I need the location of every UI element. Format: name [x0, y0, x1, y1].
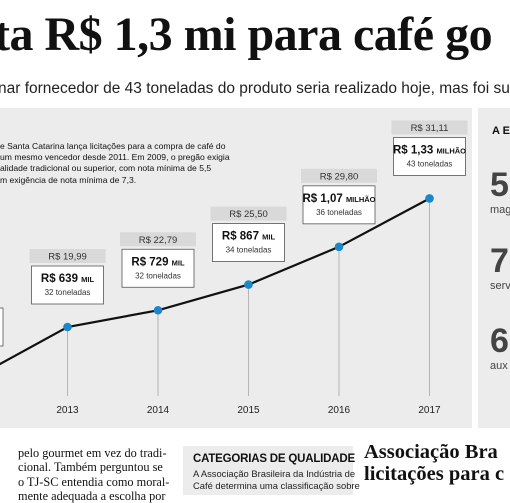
- value-label: R$ 639 MIL: [41, 273, 95, 285]
- right-headline-line: licitações para c: [364, 463, 505, 485]
- value-box: [393, 137, 466, 176]
- value-label: R$ 1,07 MILHÃO: [302, 193, 375, 205]
- price-tag: [301, 168, 377, 183]
- value-label: R$ 1,33 MILHÃO: [393, 144, 466, 156]
- price-tag: [210, 206, 287, 221]
- value-label: R$ 867 MIL: [222, 231, 276, 243]
- data-point: [63, 322, 72, 332]
- tons-label: 43 toneladas: [407, 159, 453, 168]
- article-line: pelo gourmet em vez do tradi-: [18, 446, 167, 460]
- data-point: [244, 280, 253, 289]
- categories-text: A Associação Brasileira da Indústria de …: [193, 468, 360, 492]
- price-label: R$ 29,80: [320, 171, 359, 182]
- categories-title: CATEGORIAS DE QUALIDADE: [193, 453, 355, 465]
- article-column: pelo gourmet em vez do tradi- cional. Ta…: [18, 446, 190, 503]
- subheadline: nar fornecedor de 43 toneladas do produt…: [0, 80, 510, 97]
- price-tag: [29, 249, 106, 263]
- price-label: R$ 31,11: [411, 123, 449, 134]
- tons-label: 32 toneladas: [135, 271, 181, 280]
- tons-label: 32 toneladas: [45, 288, 91, 297]
- side-stat-label: mag: [490, 204, 510, 216]
- value-box: [212, 223, 285, 262]
- side-stat-label: serv: [490, 280, 510, 292]
- side-stat-value: 7: [490, 242, 509, 280]
- value-label: R$ 729 MIL: [131, 256, 185, 268]
- intro-line: alidade tradicional ou superior, com not…: [0, 163, 212, 174]
- article-line: o TJ-SC entendia como moral-: [18, 474, 170, 489]
- tons-label: 34 toneladas: [226, 246, 272, 255]
- headline: ta R$ 1,3 mi para café go: [0, 8, 493, 61]
- chart-intro: e Santa Catarina lança licitações para a…: [0, 141, 262, 186]
- side-title: A ES: [492, 125, 510, 137]
- intro-line: m exigência de nota mínima de 7,3.: [0, 174, 137, 185]
- value-box: [121, 248, 195, 288]
- data-point: [153, 305, 163, 315]
- price-line-chart: 2013 2014 2015 2016 2017 R$ 19,99 R$ 639 MIL 32…: [0, 120, 468, 416]
- data-point: [334, 242, 344, 252]
- value-box: [31, 265, 104, 305]
- x-tick-label: 2013: [56, 405, 79, 416]
- right-headline-line: Associação Bra: [364, 441, 498, 463]
- side-panel: A ES 5 mag 7 serv 6 aux: [478, 108, 510, 428]
- intro-line: e Santa Catarina lança licitações para a…: [0, 141, 226, 151]
- categories-line: Café determina uma classificação sobre: [193, 480, 360, 491]
- right-headline: Associação Bra licitações para c: [364, 441, 510, 485]
- side-stat-value: 5: [490, 166, 509, 204]
- article-line: cional. Também perguntou se: [18, 460, 163, 475]
- categories-box: CATEGORIAS DE QUALIDADE A Associação Bra…: [183, 446, 360, 495]
- x-tick-label: 2015: [237, 405, 260, 416]
- data-point: [425, 194, 434, 203]
- tons-label: 36 toneladas: [316, 208, 362, 217]
- side-stat-label: aux: [490, 360, 508, 372]
- price-label: R$ 25,50: [229, 209, 268, 220]
- side-stat-value: 6: [490, 322, 509, 360]
- x-tick-label: 2017: [418, 405, 441, 416]
- value-box-cut: [0, 307, 4, 347]
- price-label: R$ 19,99: [48, 252, 87, 263]
- x-tick-label: 2014: [147, 405, 170, 416]
- price-label: R$ 22,79: [139, 235, 178, 246]
- price-tag: [391, 120, 468, 135]
- value-box: [302, 185, 376, 225]
- series-line: [0, 197, 431, 366]
- price-tag: [120, 232, 196, 247]
- categories-line: A Associação Brasileira da Indústria de: [193, 468, 356, 479]
- article-line: mente adequada a escolha por: [18, 488, 166, 503]
- intro-line: um mesmo vencedor desde 2011. Em 2009, o…: [0, 152, 230, 163]
- x-tick-label: 2016: [328, 405, 351, 416]
